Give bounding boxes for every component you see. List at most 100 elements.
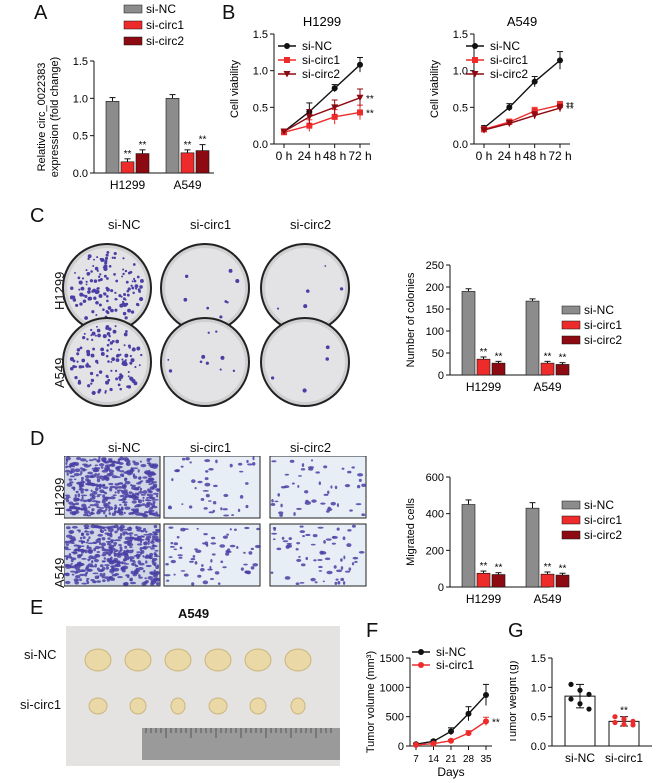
migrated-cell — [128, 471, 134, 475]
migrated-cell — [114, 486, 118, 490]
b2-xtick-label: 0 h — [476, 149, 493, 163]
micrograph-frame — [269, 523, 367, 587]
migrated-cell — [98, 456, 101, 460]
colony-dot — [132, 263, 136, 266]
colony-dot — [92, 265, 95, 268]
colony-plate-inner — [165, 322, 245, 402]
a-sig-label: ** — [199, 135, 207, 146]
colony-dot — [90, 382, 93, 385]
colony-dot — [108, 264, 112, 268]
b2-ytick-label: 0.0 — [453, 139, 468, 151]
c-ytick-label: 250 — [426, 260, 444, 272]
f-ytick-label: 1000 — [380, 682, 404, 694]
migrated-cell — [65, 573, 69, 576]
migrated-cell — [82, 508, 88, 511]
migrated-cell — [145, 480, 151, 484]
migrated-cell — [171, 478, 174, 482]
migrated-cell — [80, 532, 84, 537]
migrated-cell — [151, 560, 155, 563]
migrated-cell — [108, 553, 111, 557]
b1-xtick-label: 0 h — [276, 149, 293, 163]
migrated-cell — [131, 495, 136, 499]
a-ytick-label: 0.0 — [73, 168, 88, 180]
migrated-cell — [131, 494, 137, 497]
migrated-cell — [68, 553, 72, 557]
migrated-cell — [226, 533, 229, 536]
migrated-cell — [107, 528, 114, 533]
a-legend-label: si-circ1 — [146, 18, 184, 32]
colony-dot — [100, 347, 105, 352]
migrated-cell — [152, 492, 159, 495]
colony-dot — [95, 314, 98, 316]
b2-ylabel: Cell viability — [429, 59, 441, 118]
migrated-cell — [336, 503, 339, 508]
g-ylabel: Tumor weight (g) — [510, 661, 519, 744]
migrated-cell — [272, 538, 276, 541]
migrated-cell — [248, 551, 253, 555]
migrated-cell — [332, 536, 335, 539]
migrated-cell — [110, 531, 113, 535]
migrated-cell — [347, 529, 352, 532]
migrated-cell — [147, 477, 154, 480]
migrated-cell — [114, 491, 117, 494]
colony-dot — [201, 354, 206, 359]
migrated-cell — [168, 505, 172, 509]
colony-dot — [93, 258, 95, 261]
migrated-cell — [96, 505, 99, 509]
migrated-cell — [113, 510, 117, 514]
migrated-cell — [103, 504, 108, 507]
migrated-cell — [281, 536, 285, 540]
b1-point — [331, 85, 338, 92]
migrated-cell — [331, 542, 336, 545]
migrated-cell — [66, 555, 73, 559]
a-bar — [195, 150, 210, 174]
migrated-cell — [105, 540, 110, 543]
a-bar — [135, 153, 150, 174]
migrated-cell — [104, 497, 108, 500]
migrated-cell — [319, 550, 324, 555]
migrated-cell — [295, 582, 300, 586]
colony-dot — [109, 309, 112, 312]
b1-legend-label: si-NC — [302, 39, 332, 53]
migrated-cell — [212, 501, 217, 505]
colony-dot — [185, 274, 189, 278]
migrated-cell — [86, 579, 89, 583]
f-xlabel: Days — [437, 765, 464, 779]
migrated-cell — [138, 576, 143, 579]
migrated-cell — [139, 499, 143, 502]
migrated-cell — [109, 561, 115, 565]
colony-dot — [98, 388, 102, 392]
migrated-cell — [97, 533, 103, 537]
migrated-cell — [127, 549, 134, 554]
colony-dot — [81, 277, 85, 280]
migrated-cell — [337, 581, 341, 585]
migrated-cell — [277, 493, 281, 497]
migrated-cell — [118, 526, 124, 531]
migrated-cell — [88, 506, 91, 509]
migrated-cell — [73, 472, 80, 477]
migrated-cell — [142, 496, 145, 499]
c-bar — [555, 364, 570, 376]
f-xtick-label: 21 — [445, 754, 457, 765]
migrated-cell — [225, 550, 232, 553]
colony-dot — [114, 325, 117, 328]
migrated-cell — [142, 545, 148, 550]
colony-dot — [302, 388, 307, 393]
c-legend-label: si-circ1 — [584, 318, 622, 332]
migrated-cell — [106, 468, 111, 471]
colony-dot — [103, 274, 107, 278]
migrated-cell — [305, 556, 309, 561]
migrated-cell — [231, 514, 235, 517]
migrated-cell — [67, 509, 73, 512]
colony-dot — [106, 331, 111, 336]
migrated-cell — [65, 499, 70, 503]
migrated-cell — [124, 477, 128, 481]
migrated-cell — [330, 485, 333, 489]
migrated-cell — [117, 536, 123, 540]
migrated-cell — [138, 562, 145, 566]
migrated-cell — [89, 463, 92, 467]
colony-dot — [127, 308, 131, 313]
colony-dot — [124, 269, 128, 273]
g-category-label: si-NC — [565, 751, 595, 765]
migrated-cell — [101, 537, 106, 541]
